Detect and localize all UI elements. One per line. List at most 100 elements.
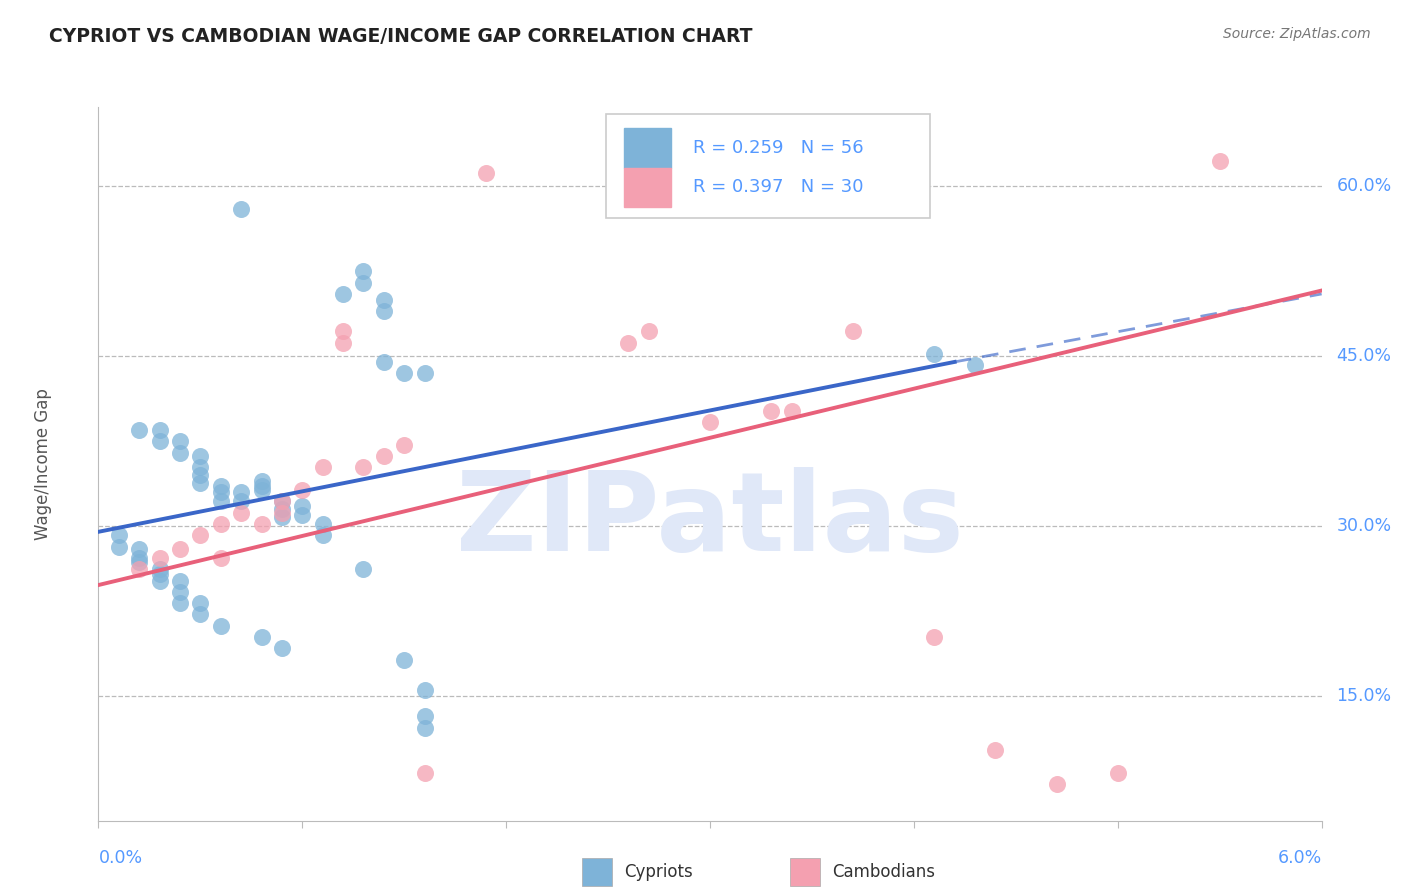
Point [108,528,131,542]
Point [149,423,172,437]
Point [922,630,945,644]
Point [149,562,172,576]
Point [169,574,191,588]
Point [392,366,416,380]
Point [169,584,191,599]
Point [291,483,314,497]
Point [332,335,354,350]
Point [373,355,395,369]
Point [373,304,395,318]
Point [699,415,721,429]
FancyBboxPatch shape [606,114,931,218]
Point [780,403,803,417]
Point [209,516,232,531]
Point [169,434,191,449]
Text: Source: ZipAtlas.com: Source: ZipAtlas.com [1223,27,1371,41]
Point [311,460,335,475]
Point [188,460,212,475]
Point [128,555,150,569]
Point [149,574,172,588]
Point [352,562,374,576]
Point [128,550,150,565]
Point [250,630,273,644]
Point [761,403,783,417]
Point [352,460,374,475]
Point [270,494,292,508]
Text: 30.0%: 30.0% [1336,517,1392,535]
Point [413,366,436,380]
Point [231,485,253,500]
Text: R = 0.397   N = 30: R = 0.397 N = 30 [693,178,863,196]
Point [311,528,335,542]
Point [841,324,863,338]
Point [128,541,150,556]
Point [188,476,212,491]
Text: 6.0%: 6.0% [1278,849,1322,867]
Point [209,485,232,500]
Point [1107,766,1129,780]
Point [270,502,292,516]
Point [1208,154,1232,169]
Point [209,494,232,508]
Text: Cambodians: Cambodians [832,863,935,881]
Point [311,516,335,531]
Point [188,449,212,463]
Point [128,423,150,437]
Point [352,276,374,290]
Point [128,562,150,576]
Point [332,324,354,338]
Point [413,721,436,735]
Point [188,607,212,622]
Point [922,347,945,361]
Point [291,499,314,513]
Text: 60.0%: 60.0% [1336,178,1392,195]
Point [169,541,191,556]
Point [209,479,232,493]
Point [149,550,172,565]
FancyBboxPatch shape [582,858,612,886]
Point [413,683,436,698]
Point [169,596,191,610]
Point [617,335,640,350]
Text: Cypriots: Cypriots [624,863,693,881]
Point [231,202,253,216]
Point [373,293,395,307]
Point [209,619,232,633]
Point [270,510,292,524]
Point [250,516,273,531]
Text: 45.0%: 45.0% [1336,347,1392,365]
Point [474,166,498,180]
Point [149,566,172,581]
Point [188,528,212,542]
Text: CYPRIOT VS CAMBODIAN WAGE/INCOME GAP CORRELATION CHART: CYPRIOT VS CAMBODIAN WAGE/INCOME GAP COR… [49,27,752,45]
Point [231,506,253,520]
Point [250,474,273,488]
Text: 15.0%: 15.0% [1336,687,1392,705]
Point [169,445,191,459]
Point [1045,777,1069,791]
Point [637,324,661,338]
Text: Wage/Income Gap: Wage/Income Gap [34,388,52,540]
Text: 0.0%: 0.0% [98,849,142,867]
Point [108,540,131,554]
Point [188,468,212,483]
Point [373,449,395,463]
Point [413,709,436,723]
Point [984,743,1007,757]
Point [963,359,986,373]
FancyBboxPatch shape [624,128,671,168]
Point [188,596,212,610]
Point [250,479,273,493]
Point [392,653,416,667]
Point [149,434,172,449]
Point [413,766,436,780]
Point [270,506,292,520]
Point [209,550,232,565]
Point [392,437,416,451]
Point [291,508,314,522]
Point [270,494,292,508]
Point [332,287,354,301]
Point [270,641,292,656]
Text: ZIPatlas: ZIPatlas [456,467,965,574]
Text: R = 0.259   N = 56: R = 0.259 N = 56 [693,139,863,157]
